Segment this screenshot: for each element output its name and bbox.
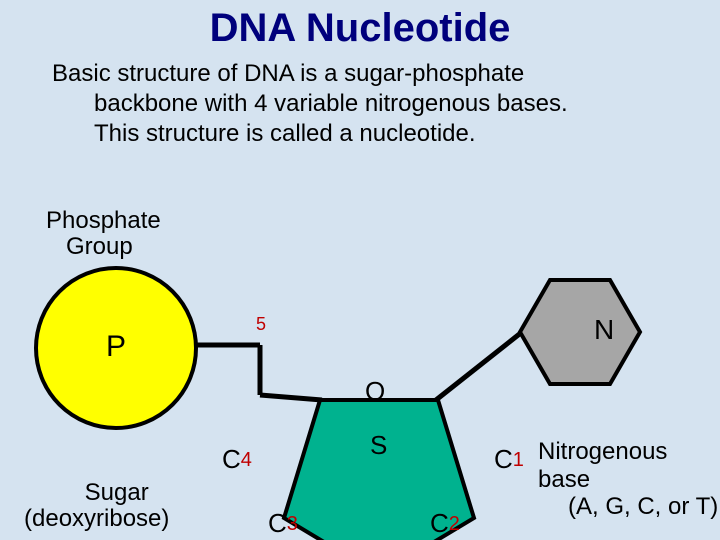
c4-label: C4 bbox=[222, 444, 252, 475]
c1-n: 1 bbox=[513, 449, 524, 471]
c3-c: C bbox=[268, 508, 287, 538]
o-label: O bbox=[365, 376, 385, 407]
c2-n: 2 bbox=[449, 513, 460, 535]
base-label: Nitrogenous base (A, G, C, or T) bbox=[538, 438, 720, 521]
base-l1: Nitrogenous base bbox=[538, 438, 720, 493]
c1-label: C1 bbox=[494, 444, 524, 475]
page-title: DNA Nucleotide bbox=[0, 0, 720, 51]
c2-c: C bbox=[430, 508, 449, 538]
sugar-l1: Sugar bbox=[24, 480, 169, 506]
bond-c5-sugar bbox=[260, 395, 322, 400]
phosphate-group-label: Phosphate Group bbox=[46, 208, 161, 261]
c4-n: 4 bbox=[241, 449, 252, 471]
c3-label: C3 bbox=[268, 508, 298, 539]
subtitle-line3: This structure is called a nucleotide. bbox=[52, 119, 670, 149]
p-symbol: P bbox=[106, 330, 126, 364]
c5-label: 5 bbox=[256, 314, 266, 335]
subtitle-line1: Basic structure of DNA is a sugar-phosph… bbox=[52, 60, 524, 87]
base-l2: (A, G, C, or T) bbox=[538, 493, 720, 521]
s-label: S bbox=[370, 430, 387, 461]
subtitle-line2: backbone with 4 variable nitrogenous bas… bbox=[52, 89, 670, 119]
sugar-label: Sugar (deoxyribose) bbox=[24, 480, 169, 533]
c3-n: 3 bbox=[287, 513, 298, 535]
phosphate-label-l1: Phosphate bbox=[46, 208, 161, 234]
base-hexagon bbox=[520, 280, 640, 384]
n-label: N bbox=[594, 314, 614, 346]
phosphate-label-l2: Group bbox=[46, 234, 161, 260]
c4-c: C bbox=[222, 444, 241, 474]
c1-c: C bbox=[494, 444, 513, 474]
bond-sugar-base bbox=[436, 332, 522, 400]
subtitle: Basic structure of DNA is a sugar-phosph… bbox=[0, 51, 720, 149]
c2-label: C2 bbox=[430, 508, 460, 539]
sugar-l2: (deoxyribose) bbox=[24, 506, 169, 532]
